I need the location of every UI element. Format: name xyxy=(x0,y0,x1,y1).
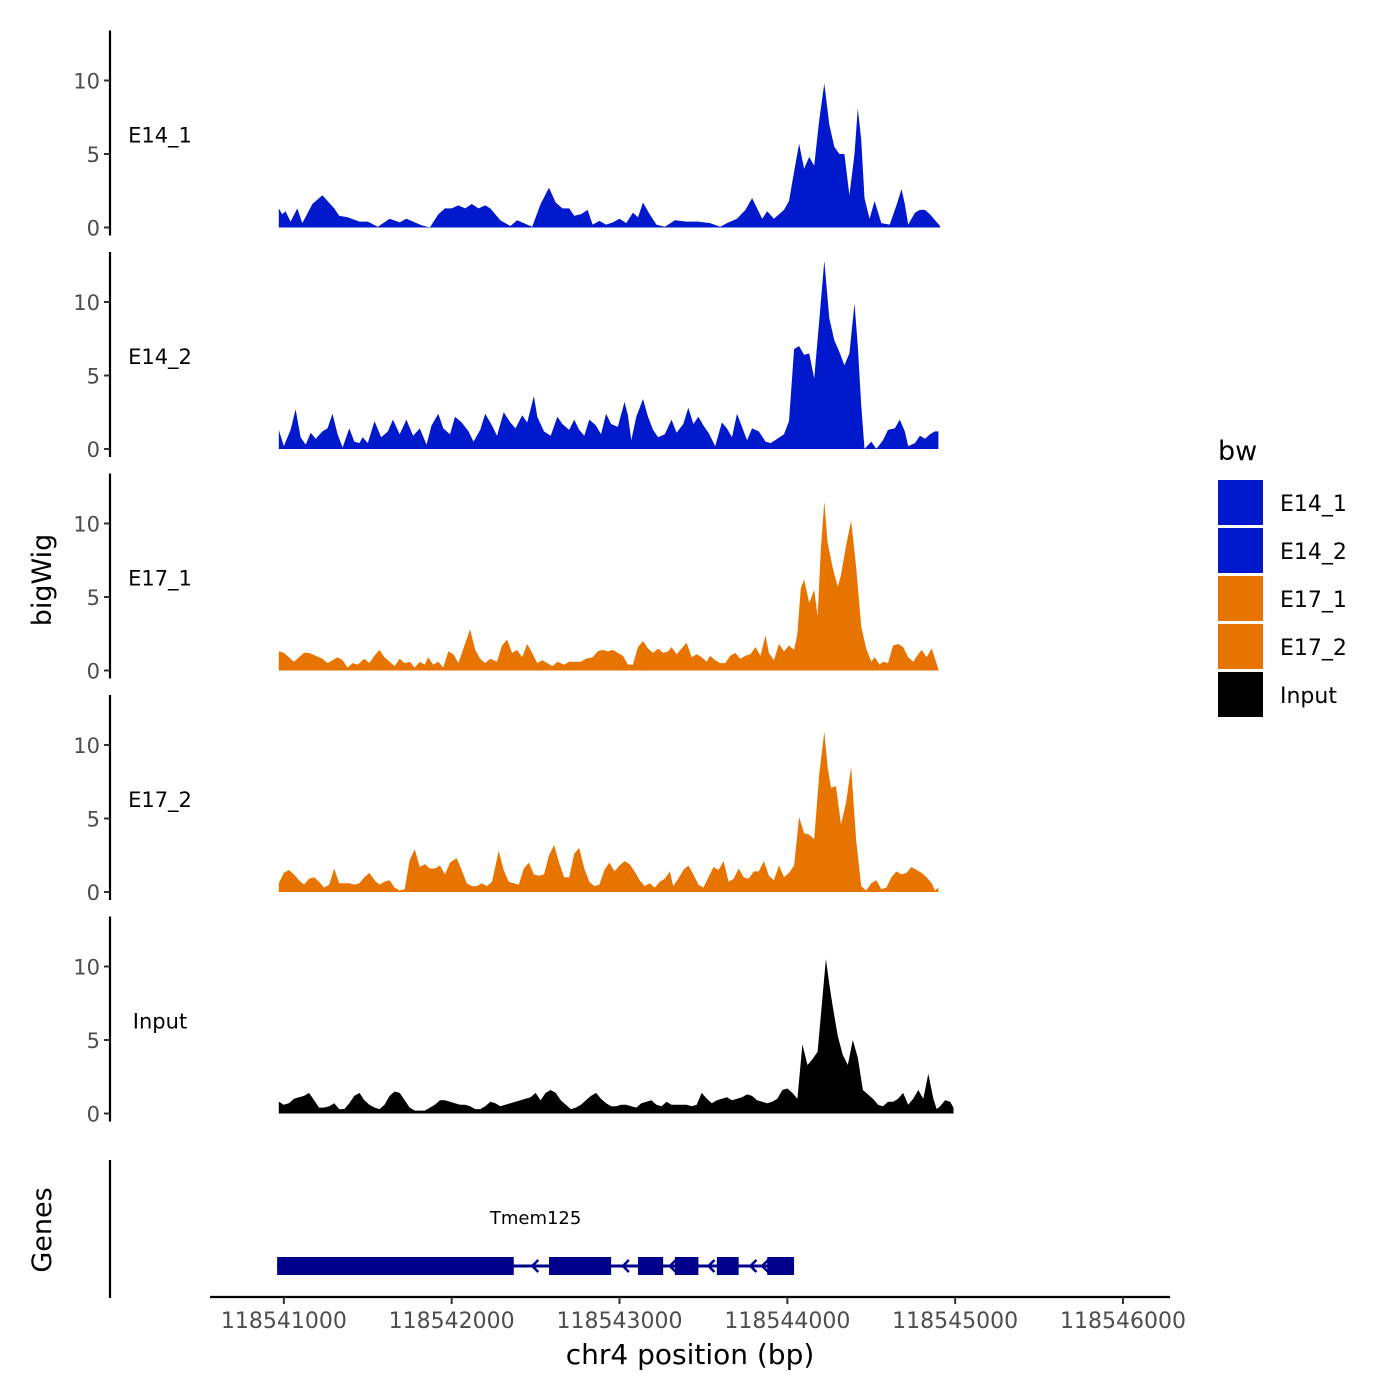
y-tick-label: 5 xyxy=(87,365,100,389)
track-label: E14_1 xyxy=(128,124,192,149)
legend-label: E14_1 xyxy=(1280,492,1347,517)
y-tick-label: 10 xyxy=(73,513,100,537)
legend-label: E17_2 xyxy=(1280,636,1347,661)
area-input xyxy=(278,959,954,1114)
area-e17-2 xyxy=(278,731,939,892)
area-e14-2 xyxy=(278,260,939,449)
y-tick-label: 0 xyxy=(87,1103,100,1127)
track-e14-2: 0 5 10 E14_2 xyxy=(73,252,939,462)
y-tick-label: 5 xyxy=(87,586,100,610)
x-tick-label: 118542000 xyxy=(389,1309,515,1334)
x-tick-label: 118544000 xyxy=(724,1309,850,1334)
strand-arrow xyxy=(530,1259,540,1273)
x-tick-label: 118543000 xyxy=(557,1309,683,1334)
legend-label: E14_2 xyxy=(1280,540,1347,565)
legend-key-e17-2 xyxy=(1218,624,1263,669)
gene-name-label: Tmem125 xyxy=(489,1208,582,1229)
legend: bw E14_1 E14_2 E17_1 E17_2 Input xyxy=(1218,436,1347,717)
track-input: 0 5 10 Input xyxy=(73,916,954,1127)
track-label: E17_1 xyxy=(128,567,192,592)
x-axis-title: chr4 position (bp) xyxy=(566,1338,815,1371)
strand-arrow xyxy=(748,1259,758,1273)
gene-exon xyxy=(637,1257,664,1275)
y-tick-label: 5 xyxy=(87,1029,100,1053)
gene-exon xyxy=(767,1257,795,1275)
track-label: E17_2 xyxy=(128,788,192,813)
y-tick-label: 10 xyxy=(73,734,100,758)
legend-key-e14-1 xyxy=(1218,480,1263,525)
legend-key-input xyxy=(1218,672,1263,717)
y-tick-label: 0 xyxy=(87,660,100,684)
x-tick-label: 118545000 xyxy=(892,1309,1018,1334)
legend-key-e17-1 xyxy=(1218,576,1263,621)
y-tick-label: 10 xyxy=(73,291,100,315)
track-label: E14_2 xyxy=(128,345,192,370)
y-tick-label: 5 xyxy=(87,143,100,167)
y-axis-title: bigWig xyxy=(27,534,58,627)
y-tick-label: 0 xyxy=(87,881,100,905)
y-tick-label: 0 xyxy=(87,217,100,241)
x-tick-label: 118546000 xyxy=(1060,1309,1186,1334)
track-e17-1: 0 5 10 E17_1 xyxy=(73,473,939,684)
track-e14-1: 0 5 10 E14_1 xyxy=(73,30,941,241)
legend-key-e14-2 xyxy=(1218,528,1263,573)
strand-arrow xyxy=(706,1259,716,1273)
legend-title: bw xyxy=(1218,436,1257,467)
gene-exon xyxy=(674,1257,699,1275)
x-tick-label: 118541000 xyxy=(221,1309,347,1334)
y-tick-label: 10 xyxy=(73,70,100,94)
gene-exon xyxy=(277,1257,514,1275)
y-tick-label: 5 xyxy=(87,808,100,832)
track-e17-2: 0 5 10 E17_2 xyxy=(73,695,939,905)
strand-arrow xyxy=(668,1259,677,1273)
genes-track: Genes Tmem125 xyxy=(27,1160,795,1298)
x-axis: 118541000 118542000 118543000 118544000 1185… xyxy=(210,1295,1186,1334)
gene-exon xyxy=(549,1257,612,1275)
gene-exon xyxy=(716,1257,739,1275)
signal-tracks: 0 5 10 E14_1 0 5 10 E14_2 0 5 10 E17_1 0 5 10 E17_2 0 5 10… xyxy=(73,30,954,1127)
legend-label: Input xyxy=(1280,684,1337,709)
strand-arrow xyxy=(760,1259,770,1273)
y-tick-label: 0 xyxy=(87,438,100,462)
y-tick-label: 10 xyxy=(73,956,100,980)
genes-track-label: Genes xyxy=(27,1187,58,1272)
legend-label: E17_1 xyxy=(1280,588,1347,613)
area-e17-1 xyxy=(278,501,939,671)
track-label: Input xyxy=(133,1010,187,1034)
strand-arrow xyxy=(621,1259,630,1273)
area-e14-1 xyxy=(278,83,941,228)
